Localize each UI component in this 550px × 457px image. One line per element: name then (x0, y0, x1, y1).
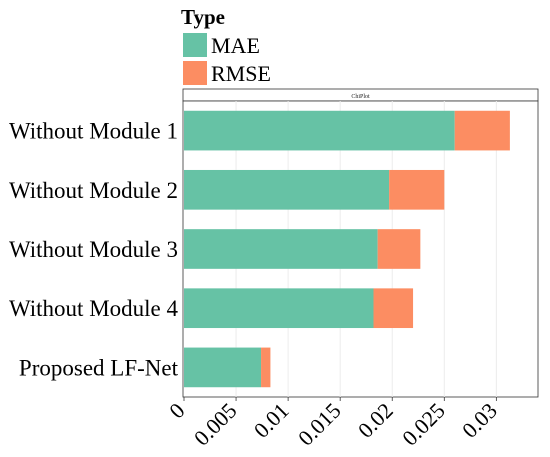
x-axis: 0 0.005 0.01 0.015 0.02 0.025 0.03 (164, 397, 502, 451)
bar-mae-2 (184, 169, 390, 210)
bar-rmse-2 (389, 169, 445, 210)
x-tick-label: 0 (164, 398, 189, 423)
bar-mae-1 (184, 110, 455, 151)
panel-title: ChiPlot (351, 94, 370, 100)
legend-swatch-mae (183, 33, 207, 57)
x-tick-label: 0.015 (293, 398, 346, 451)
y-tick-label: Without Module 1 (9, 119, 178, 144)
bar-mae-5 (184, 347, 262, 388)
y-tick-label: Without Module 2 (9, 178, 178, 203)
legend-swatch-rmse (183, 61, 207, 85)
bar-rmse-4 (373, 288, 414, 329)
y-tick-label: Without Module 3 (9, 237, 178, 262)
y-tick-label: Proposed LF-Net (19, 355, 179, 380)
legend-label-rmse: RMSE (211, 61, 271, 86)
bar-rmse-1 (454, 110, 510, 151)
bar-mae-3 (184, 229, 378, 269)
bar-mae-4 (184, 288, 374, 329)
y-tick-label: Without Module 4 (9, 296, 179, 321)
x-tick-label: 0.02 (353, 398, 398, 443)
bar-rmse-5 (261, 347, 271, 388)
bars (184, 110, 510, 388)
x-tick-label: 0.005 (189, 398, 242, 451)
legend: Type MAE RMSE (181, 5, 271, 86)
bar-rmse-3 (377, 229, 421, 269)
legend-title: Type (181, 5, 225, 29)
x-tick-label: 0.03 (457, 398, 502, 443)
x-tick-label: 0.01 (249, 398, 294, 443)
legend-label-mae: MAE (211, 33, 260, 58)
plot-panel: ChiPlot (182, 88, 539, 398)
y-axis-labels: Without Module 1 Without Module 2 Without … (9, 119, 179, 381)
x-tick-label: 0.025 (397, 398, 450, 451)
